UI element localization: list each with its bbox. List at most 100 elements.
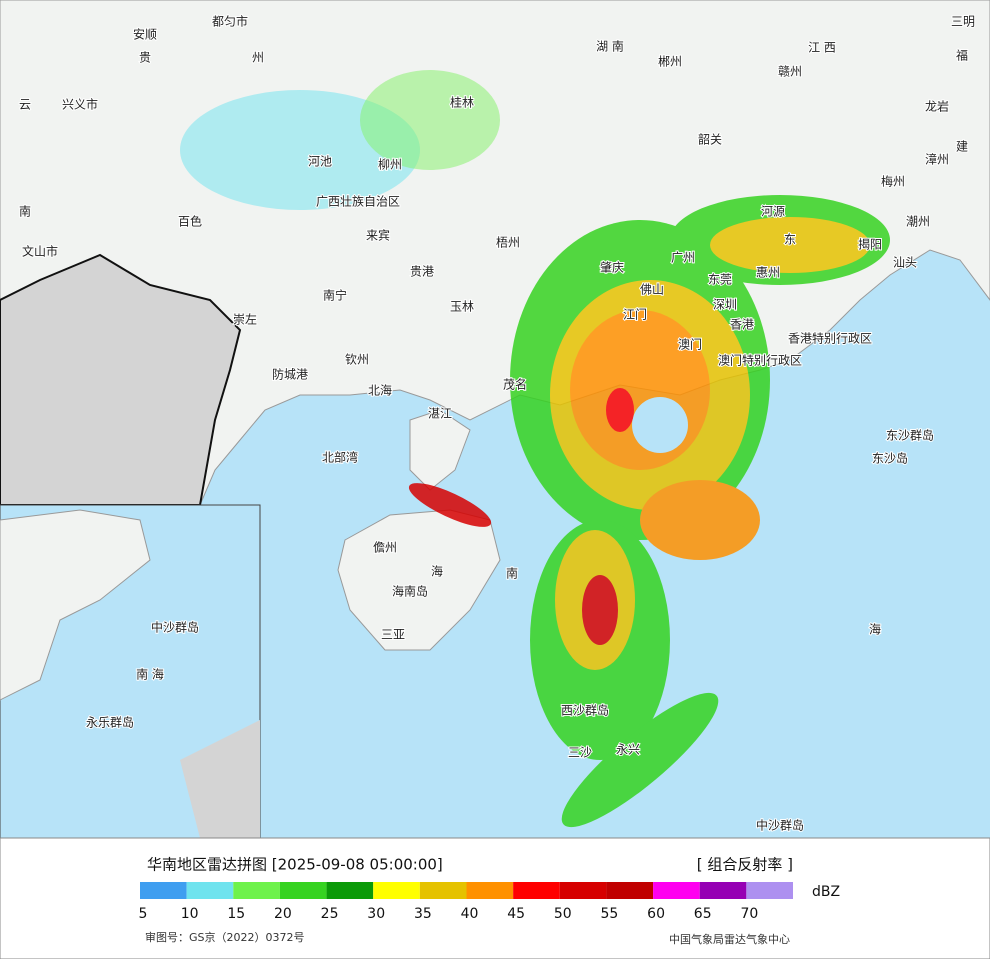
place-label: 湛江 — [428, 407, 452, 421]
place-label: 海 — [431, 564, 443, 579]
place-label: 南宁 — [323, 288, 347, 303]
place-label: 茂名 — [503, 377, 527, 392]
place-label: 东莞 — [708, 273, 732, 287]
place-label: 州 — [252, 51, 264, 65]
place-label: 东 — [784, 233, 796, 247]
echo — [582, 575, 618, 645]
legend-tick-label: 50 — [554, 906, 572, 922]
place-label: 湖 南 — [596, 39, 624, 54]
place-label: 建 — [956, 140, 968, 154]
legend-swatch — [746, 882, 793, 899]
radar-echo — [180, 70, 890, 828]
place-label: 河源 — [761, 205, 785, 219]
place-label: 安顺 — [133, 27, 157, 42]
leizhou — [409, 409, 471, 491]
place-label: 南 — [19, 204, 31, 219]
place-label: 贵 — [139, 51, 151, 65]
place-label: 深圳 — [713, 298, 737, 312]
place-label: 中沙群岛 — [151, 620, 199, 635]
place-label: 江门 — [623, 307, 647, 322]
legend-tick-label: 45 — [507, 906, 525, 922]
legend-tick-label: 20 — [274, 906, 292, 922]
legend-swatch — [466, 882, 514, 899]
place-label: 钦州 — [345, 353, 369, 367]
place-label: 南 — [506, 566, 518, 581]
place-label: 兴义市 — [62, 97, 98, 112]
place-label: 儋州 — [373, 541, 397, 555]
legend-tick-label: 30 — [367, 906, 385, 922]
legend-title: 华南地区雷达拼图 [2025-09-08 05:00:00] — [147, 856, 443, 874]
echo — [710, 217, 870, 273]
place-label: 贵港 — [410, 265, 434, 279]
hainan — [337, 509, 501, 651]
echo — [561, 692, 719, 828]
place-label: 河池 — [308, 155, 332, 169]
place-label: 柳州 — [378, 158, 402, 172]
legend-swatch — [419, 882, 467, 899]
place-label: 广西壮族自治区 — [316, 195, 400, 209]
legend-tick-label: 35 — [414, 906, 432, 922]
place-label: 香港 — [730, 318, 754, 332]
legend-tick-label: 15 — [227, 906, 245, 922]
legend-tick-label: 10 — [181, 906, 199, 922]
place-label: 漳州 — [925, 152, 949, 167]
place-label: 汕头 — [893, 256, 917, 270]
place-label: 梧州 — [496, 235, 520, 250]
legend-swatch — [653, 882, 700, 899]
place-label: 西沙群岛 — [561, 703, 609, 718]
place-label: 来宾 — [366, 228, 390, 243]
place-label: 北部湾 — [322, 450, 358, 465]
legend-swatch — [233, 882, 280, 899]
legend-tick-label: 70 — [740, 906, 758, 922]
place-label: 三沙 — [568, 746, 592, 760]
place-label: 海 — [869, 622, 881, 637]
legend-swatch — [140, 882, 187, 899]
place-label: 云 — [19, 98, 31, 112]
echo — [180, 90, 420, 210]
typhoon-eye — [632, 397, 688, 453]
place-label: 揭阳 — [858, 237, 882, 252]
echo — [606, 388, 634, 432]
place-label: 龙岩 — [925, 99, 949, 114]
place-label: 中沙群岛 — [756, 818, 804, 833]
place-label: 北海 — [368, 383, 392, 398]
place-label: 香港特别行政区 — [788, 331, 872, 346]
place-label: 梅州 — [881, 174, 905, 189]
legend-swatch — [326, 882, 374, 899]
legend-swatch — [699, 882, 747, 899]
legend-swatch — [279, 882, 327, 899]
echo — [640, 480, 760, 560]
legend-tick-label: 25 — [321, 906, 339, 922]
place-label: 郴州 — [658, 55, 682, 69]
place-label: 澳门 — [678, 337, 702, 352]
place-label: 江 西 — [808, 41, 836, 55]
place-label: 海南岛 — [392, 584, 428, 599]
legend-tick-label: 65 — [694, 906, 712, 922]
legend-swatch — [513, 882, 560, 899]
legend-swatch — [606, 882, 654, 899]
place-label: 韶关 — [698, 132, 722, 147]
place-label: 玉林 — [450, 300, 474, 314]
legend-swatch — [186, 882, 234, 899]
place-label: 崇左 — [233, 312, 257, 327]
place-label: 广州 — [671, 251, 695, 265]
place-label: 三亚 — [381, 628, 405, 642]
source: 中国气象局雷达气象中心 — [669, 932, 790, 946]
legend-tick-label: 55 — [601, 906, 619, 922]
place-label: 文山市 — [22, 244, 58, 259]
place-label: 永兴 — [616, 743, 640, 757]
place-label: 福 — [956, 48, 968, 63]
legend-swatch — [559, 882, 607, 899]
legend-unit: dBZ — [812, 884, 840, 900]
inset-land — [180, 720, 260, 838]
echo — [570, 310, 710, 470]
place-label: 惠州 — [756, 266, 780, 280]
place-label: 三明 — [951, 15, 975, 29]
place-label: 南 海 — [136, 667, 164, 682]
legend-swatch — [373, 882, 420, 899]
place-label: 百色 — [178, 215, 202, 229]
echo — [360, 70, 500, 170]
echo — [408, 483, 492, 527]
place-label: 桂林 — [450, 95, 474, 110]
place-label: 都匀市 — [212, 14, 248, 29]
